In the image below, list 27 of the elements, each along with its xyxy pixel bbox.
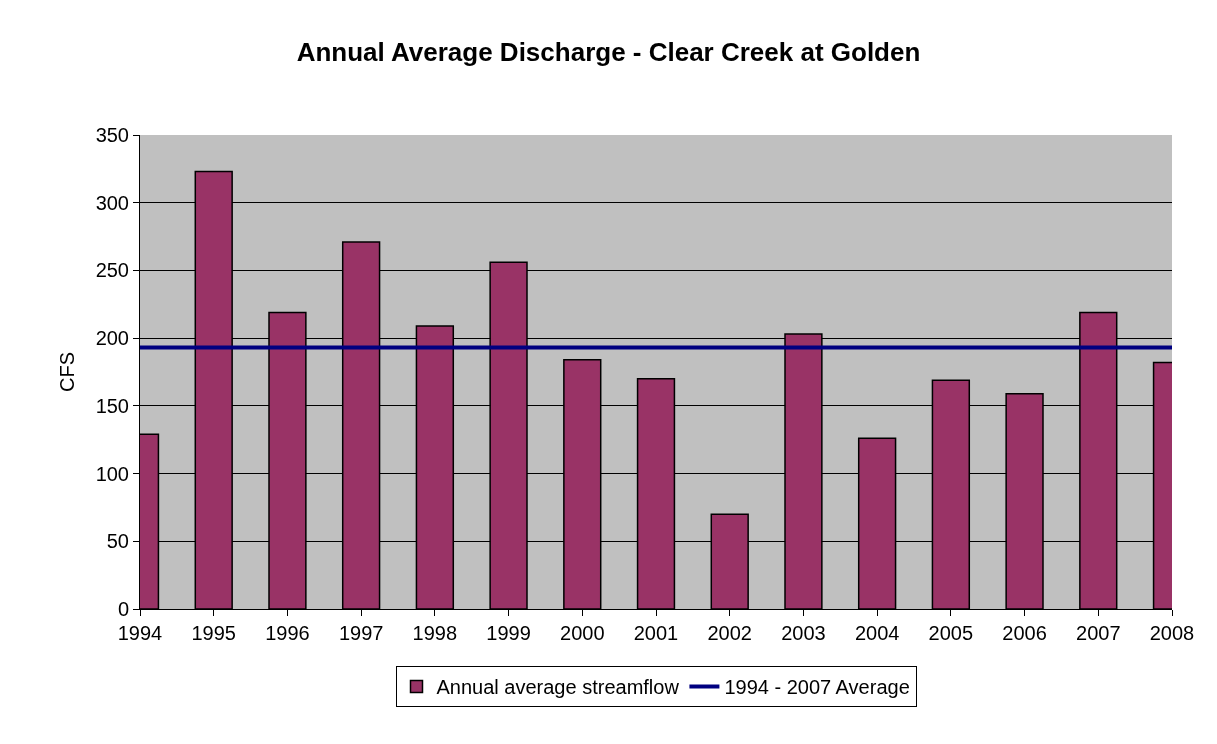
x-tick-label: 2001 <box>633 622 679 644</box>
x-tick-label: 2007 <box>1076 622 1121 644</box>
y-tick-label: 300 <box>95 191 129 214</box>
y-tick-label: 150 <box>95 394 129 417</box>
x-tick-label: 2004 <box>854 622 900 644</box>
x-tick-label: 1994 <box>117 622 163 644</box>
x-tick-label: 1995 <box>191 622 236 644</box>
legend-label: Annual average streamflow <box>436 676 680 699</box>
x-tick-label: 2000 <box>560 622 605 644</box>
x-tick-label: 2003 <box>781 622 826 644</box>
chart-title: Annual Average Discharge - Clear Creek at Golden <box>296 37 921 68</box>
x-tick-label: 2002 <box>707 622 752 644</box>
y-tick-label: 0 <box>117 598 129 620</box>
y-axis-title: CFS <box>56 352 79 392</box>
y-tick-label: 100 <box>95 462 129 485</box>
y-tick-label: 50 <box>106 530 129 553</box>
y-tick-label: 350 <box>95 124 129 146</box>
y-tick-label: 200 <box>95 327 129 350</box>
y-tick-label: 250 <box>95 259 129 282</box>
x-tick-label: 1999 <box>486 622 531 644</box>
x-tick-label: 1996 <box>265 622 310 644</box>
x-tick-label: 1998 <box>412 622 458 644</box>
x-tick-label: 1997 <box>338 622 384 644</box>
x-tick-label: 2008 <box>1149 622 1195 644</box>
x-tick-label: 2005 <box>928 622 974 644</box>
legend-label: 1994 - 2007 Average <box>724 676 910 699</box>
x-tick-label: 2006 <box>1002 622 1047 644</box>
